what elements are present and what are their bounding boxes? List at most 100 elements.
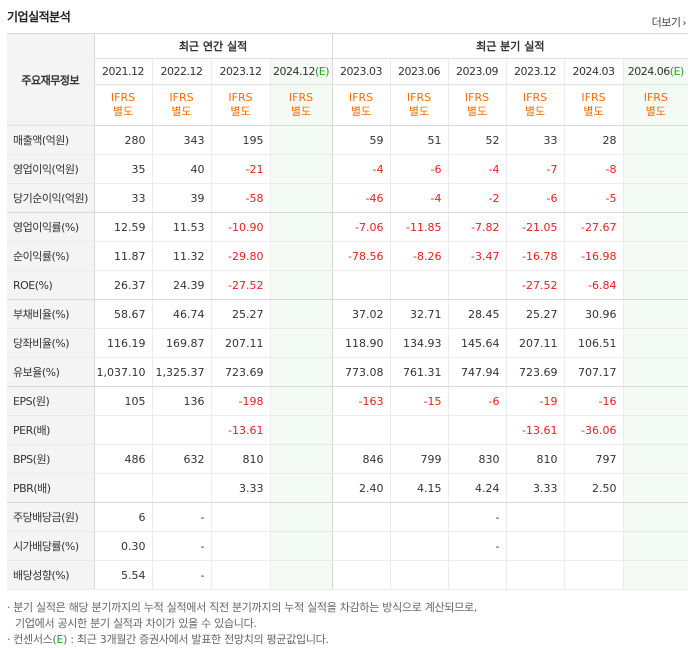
quarterly-value: 797	[563, 444, 624, 474]
annual-value	[269, 328, 333, 358]
annual-value: 58.67	[93, 299, 152, 329]
annual-value: 11.53	[151, 212, 211, 242]
quarterly-value: -8.26	[389, 241, 449, 271]
estimate-mark: (E)	[669, 65, 685, 78]
quarterly-value: -3.47	[447, 241, 507, 271]
annual-value: 343	[151, 125, 211, 155]
quarterly-value	[447, 270, 507, 300]
ifrs-basis-label: IFRS 별도	[447, 84, 507, 126]
annual-period-2023.12: 2023.12	[210, 58, 270, 85]
ifrs-line-1: IFRS	[464, 91, 490, 104]
quarterly-value	[622, 531, 689, 561]
annual-value: 5.54	[93, 560, 152, 590]
annual-value	[93, 473, 152, 503]
quarterly-value	[505, 560, 565, 590]
table-row: EPS(원) 105 136 -198 -163 -15 -6 -19 -16	[7, 386, 689, 416]
annual-value: -	[151, 502, 211, 532]
more-link[interactable]: 더보기 ›	[651, 14, 687, 30]
quarterly-value: 59	[331, 125, 391, 155]
footnote-2: · 컨센서스(E) : 최근 3개월간 증권사에서 발표한 전망치의 평균값입니다…	[7, 633, 329, 646]
quarterly-value: 28	[563, 125, 624, 155]
quarterly-group-header: 최근 분기 실적	[331, 33, 689, 59]
annual-value: 26.37	[93, 270, 152, 300]
ifrs-basis-label: IFRS 별도	[505, 84, 565, 126]
table-row: 주당배당금(원) 6- -	[7, 502, 689, 532]
annual-value	[269, 415, 333, 445]
quarterly-value	[622, 328, 689, 358]
annual-value: 723.69	[210, 357, 270, 387]
quarterly-value: 747.94	[447, 357, 507, 387]
more-label: 더보기	[651, 16, 681, 29]
annual-value: 195	[210, 125, 270, 155]
table-row: BPS(원) 486 632 810 846 799 830 810 797	[7, 444, 689, 474]
quarterly-value: -7	[505, 154, 565, 184]
quarterly-value	[331, 415, 391, 445]
quarterly-period-2023.09: 2023.09	[447, 58, 507, 85]
estimate-mark: (E)	[314, 65, 330, 78]
footnote-1-line-2: 기업에서 공시한 분기 실적과 차이가 있을 수 있습니다.	[15, 617, 257, 630]
annual-value: 1,325.37	[151, 357, 211, 387]
annual-value: 3.33	[210, 473, 270, 503]
annual-value: 486	[93, 444, 152, 474]
quarterly-value	[505, 502, 565, 532]
ifrs-basis-label: IFRS 별도	[151, 84, 211, 126]
annual-value: 136	[151, 386, 211, 416]
quarterly-value	[389, 415, 449, 445]
annual-value	[269, 183, 333, 213]
ifrs-line-1: IFRS	[643, 91, 668, 104]
table-row: 유보율(%) 1,037.10 1,325.37 723.69 773.08 761.31…	[7, 357, 689, 387]
table-row: 영업이익률(%) 12.59 11.53 -10.90 -7.06 -11.85 -7.82…	[7, 212, 689, 242]
quarterly-value: -5	[563, 183, 624, 213]
row-label: 매출액(억원)	[7, 125, 94, 155]
table-row: 매출액(억원) 280 343 195 59 51 52 33 28	[7, 125, 689, 155]
quarterly-value: -7.06	[331, 212, 391, 242]
quarterly-value: -6.84	[563, 270, 624, 300]
period-label: 2024.03	[572, 65, 616, 78]
quarterly-value	[563, 502, 624, 532]
period-label: 2021.12	[102, 65, 145, 78]
annual-value: 6	[93, 502, 152, 532]
quarterly-period-2023.06: 2023.06	[389, 58, 449, 85]
ifrs-line-2: 별도	[290, 105, 312, 118]
quarterly-value	[331, 502, 391, 532]
table-row: 배당성향(%) 5.54-	[7, 560, 689, 590]
quarterly-value	[622, 125, 689, 155]
quarterly-value: -4	[389, 183, 449, 213]
annual-value	[151, 473, 211, 503]
annual-value	[151, 415, 211, 445]
quarterly-value: 25.27	[505, 299, 565, 329]
row-label: 배당성향(%)	[7, 560, 94, 590]
quarterly-value: 37.02	[331, 299, 391, 329]
row-label: 부채비율(%)	[7, 299, 94, 329]
annual-value	[269, 241, 333, 271]
quarterly-value: -4	[331, 154, 391, 184]
ifrs-row: IFRS 별도 IFRS 별도 IFRS 별도 IFRS 별도 IFRS 별도 IFRS 별도 IFRS…	[7, 84, 689, 126]
table-row: 영업이익(억원) 35 40 -21 -4 -6 -4 -7 -8	[7, 154, 689, 184]
annual-value: 33	[93, 183, 152, 213]
ifrs-line-1: IFRS	[228, 91, 253, 104]
table-row: 부채비율(%) 58.67 46.74 25.27 37.02 32.71 28.45 25.…	[7, 299, 689, 329]
ifrs-line-1: IFRS	[110, 91, 136, 104]
row-label: 영업이익(억원)	[7, 154, 94, 184]
quarterly-value: -78.56	[331, 241, 391, 271]
quarterly-value: -27.67	[563, 212, 624, 242]
annual-value: -198	[210, 386, 270, 416]
ifrs-line-1: IFRS	[581, 91, 606, 104]
quarterly-value: 3.33	[505, 473, 565, 503]
ifrs-line-1: IFRS	[522, 91, 548, 104]
annual-value: -21	[210, 154, 270, 184]
table-body: 매출액(억원) 280 343 195 59 51 52 33 28 영업이익(억원) 35 40 -2…	[7, 125, 689, 590]
annual-value: 116.19	[93, 328, 152, 358]
footnote-2-prefix: 컨센서스(	[13, 633, 57, 646]
table-row: PBR(배) 3.33 2.40 4.15 4.24 3.33 2.50	[7, 473, 689, 503]
footnote-1-continued: 기업에서 공시한 분기 실적과 차이가 있을 수 있습니다.	[7, 616, 688, 632]
quarterly-value: 723.69	[505, 357, 565, 387]
ifrs-line-2: 별도	[466, 105, 488, 118]
ifrs-basis-label: IFRS 별도	[93, 84, 152, 126]
quarterly-value: 799	[389, 444, 449, 474]
ifrs-basis-label: IFRS 별도	[389, 84, 449, 126]
quarterly-value: 134.93	[389, 328, 449, 358]
annual-value	[210, 531, 270, 561]
quarterly-value: -	[447, 502, 507, 532]
section-title: 기업실적분석	[7, 10, 71, 24]
